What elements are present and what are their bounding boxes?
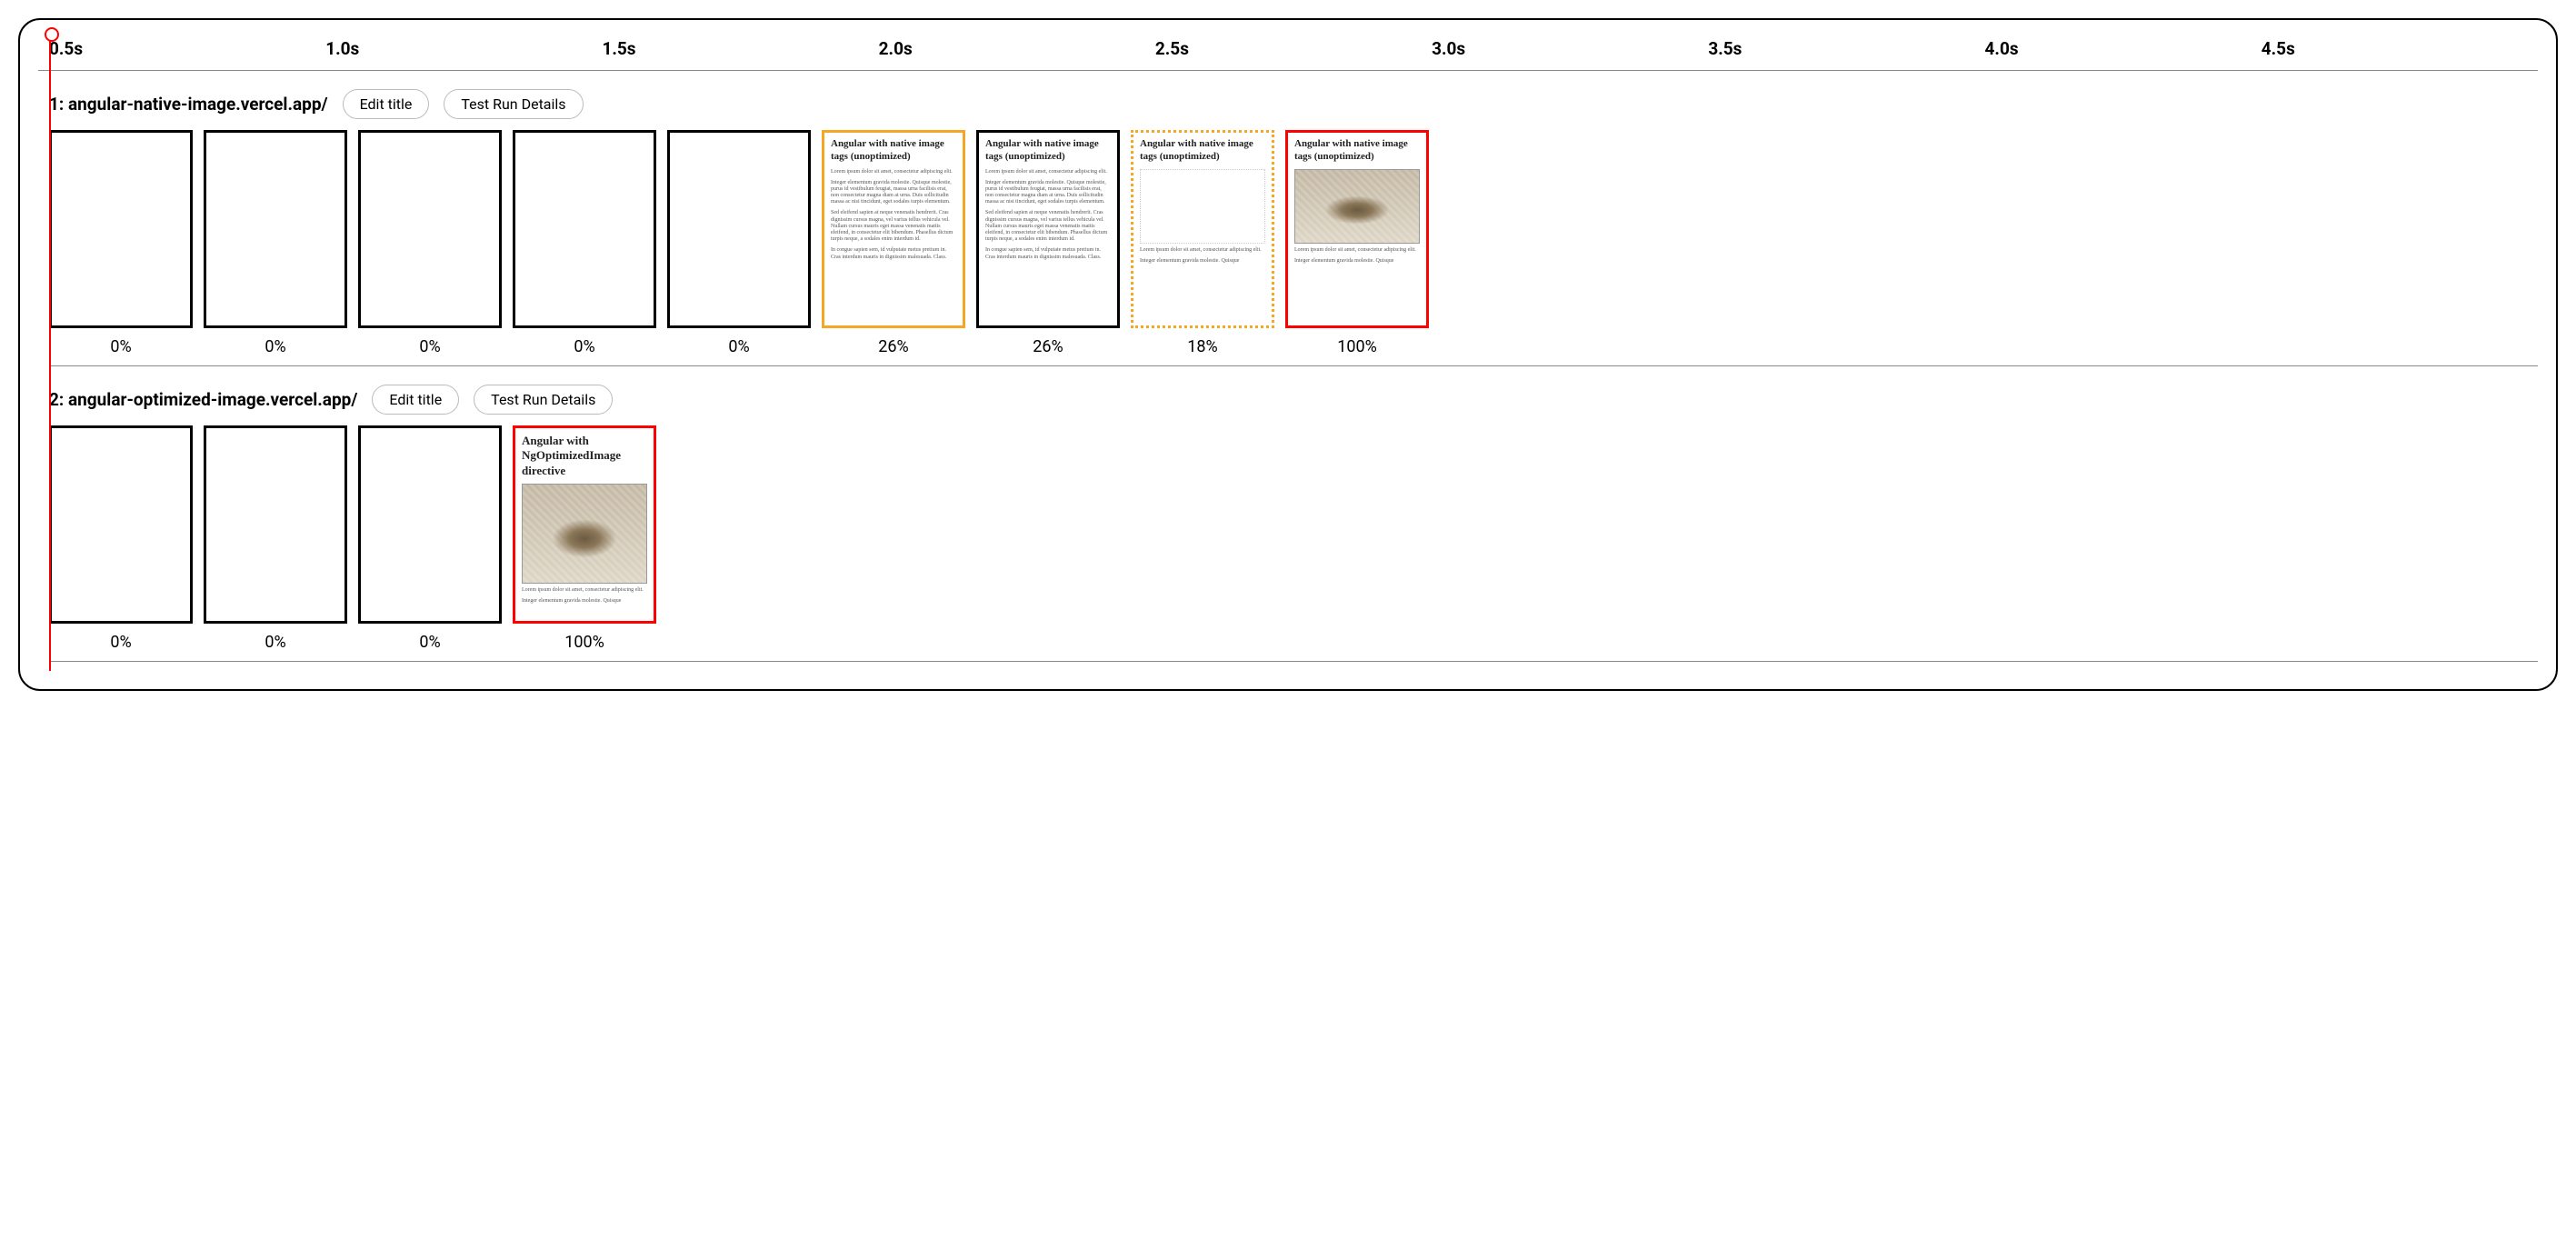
lorem-text: Lorem ipsum dolor sit amet, consectetur … xyxy=(522,587,647,594)
frame-content: Angular with native image tags (unoptimi… xyxy=(979,133,1117,271)
frame-col: Angular with native image tags (unoptimi… xyxy=(822,130,965,356)
lorem-text: Integer elementum gravida molestie. Quis… xyxy=(1140,258,1265,265)
visual-progress-pct: 0% xyxy=(358,337,502,356)
frame-col: Angular with native image tags (unoptimi… xyxy=(1131,130,1274,356)
frame-col: Angular with native image tags (unoptimi… xyxy=(976,130,1120,356)
lorem-text: Sed eleifend sapien at neque venenatis h… xyxy=(831,210,956,243)
frame-content: Angular with native image tags (unoptimi… xyxy=(824,133,963,271)
frames-row: 0% 0% 0% Angular with NgOptimizedImage d… xyxy=(49,425,2538,662)
time-tick: 3.5s xyxy=(1708,38,1984,59)
frame-thumbnail[interactable] xyxy=(204,130,347,328)
image-loading-placeholder xyxy=(1140,169,1265,244)
frame-col: 0% xyxy=(667,130,811,356)
run-header: 2: angular-optimized-image.vercel.app/ E… xyxy=(49,385,2538,415)
frames-row: 0% 0% 0% 0% 0% Angular xyxy=(49,130,2538,366)
visual-progress-pct: 0% xyxy=(204,633,347,652)
frame-thumbnail[interactable]: Angular with native image tags (unoptimi… xyxy=(822,130,965,328)
test-run-details-button[interactable]: Test Run Details xyxy=(474,385,613,415)
frame-thumbnail[interactable]: Angular with NgOptimizedImage directive … xyxy=(513,425,656,624)
frame-thumbnail[interactable]: Angular with native image tags (unoptimi… xyxy=(1285,130,1429,328)
visual-progress-pct: 26% xyxy=(822,337,965,356)
time-tick: 2.0s xyxy=(879,38,1155,59)
frame-col: Angular with native image tags (unoptimi… xyxy=(1285,130,1429,356)
lorem-text: Integer elementum gravida molestie. Quis… xyxy=(522,598,647,605)
time-tick: 0.5s xyxy=(49,38,325,59)
visual-progress-pct: 0% xyxy=(49,337,193,356)
run-header: 1: angular-native-image.vercel.app/ Edit… xyxy=(49,89,2538,119)
visual-progress-pct: 26% xyxy=(976,337,1120,356)
frame-page-title: Angular with native image tags (unoptimi… xyxy=(831,138,956,164)
visual-progress-pct: 0% xyxy=(513,337,656,356)
run-block-1: 1: angular-native-image.vercel.app/ Edit… xyxy=(38,89,2538,366)
frame-content: Angular with native image tags (unoptimi… xyxy=(1288,133,1426,275)
frame-thumbnail[interactable] xyxy=(513,130,656,328)
time-tick: 2.5s xyxy=(1155,38,1432,59)
frame-col: 0% xyxy=(358,130,502,356)
cat-image xyxy=(1294,169,1420,244)
frame-thumbnail[interactable]: Angular with native image tags (unoptimi… xyxy=(1131,130,1274,328)
test-run-details-button[interactable]: Test Run Details xyxy=(444,89,583,119)
cat-image xyxy=(522,484,647,584)
lorem-text: Lorem ipsum dolor sit amet, consectetur … xyxy=(831,169,956,175)
frame-thumbnail[interactable]: Angular with native image tags (unoptimi… xyxy=(976,130,1120,328)
frame-page-title: Angular with native image tags (unoptimi… xyxy=(1294,138,1420,164)
frame-col: 0% xyxy=(204,130,347,356)
frame-thumbnail[interactable] xyxy=(49,425,193,624)
time-tick: 1.5s xyxy=(602,38,878,59)
lorem-text: In congue sapien sem, id vulputate metus… xyxy=(831,247,956,260)
frame-thumbnail[interactable] xyxy=(358,130,502,328)
run-block-2: 2: angular-optimized-image.vercel.app/ E… xyxy=(38,385,2538,662)
time-tick: 4.0s xyxy=(1985,38,2261,59)
frame-thumbnail[interactable] xyxy=(204,425,347,624)
visual-progress-pct: 0% xyxy=(204,337,347,356)
frame-content: Angular with NgOptimizedImage directive … xyxy=(515,428,654,615)
visual-progress-pct: 18% xyxy=(1131,337,1274,356)
lorem-text: Lorem ipsum dolor sit amet, consectetur … xyxy=(1140,247,1265,254)
frame-col: 0% xyxy=(204,425,347,652)
time-tick: 4.5s xyxy=(2261,38,2538,59)
frame-content: Angular with native image tags (unoptimi… xyxy=(1133,133,1272,275)
lorem-text: Integer elementum gravida molestie. Quis… xyxy=(831,180,956,206)
time-tick: 3.0s xyxy=(1432,38,1708,59)
frame-page-title: Angular with native image tags (unoptimi… xyxy=(1140,138,1265,164)
time-axis: 0.5s 1.0s 1.5s 2.0s 2.5s 3.0s 3.5s 4.0s … xyxy=(38,20,2538,71)
lorem-text: Integer elementum gravida molestie. Quis… xyxy=(985,180,1111,206)
frame-col: 0% xyxy=(513,130,656,356)
lorem-text: Lorem ipsum dolor sit amet, consectetur … xyxy=(1294,247,1420,254)
frame-page-title: Angular with NgOptimizedImage directive xyxy=(522,434,647,478)
edit-title-button[interactable]: Edit title xyxy=(343,89,430,119)
frame-thumbnail[interactable] xyxy=(667,130,811,328)
lorem-text: Lorem ipsum dolor sit amet, consectetur … xyxy=(985,169,1111,175)
time-tick: 1.0s xyxy=(325,38,602,59)
frame-col: Angular with NgOptimizedImage directive … xyxy=(513,425,656,652)
filmstrip-panel: 0.5s 1.0s 1.5s 2.0s 2.5s 3.0s 3.5s 4.0s … xyxy=(18,18,2558,691)
frame-col: 0% xyxy=(49,130,193,356)
visual-progress-pct: 0% xyxy=(667,337,811,356)
frame-page-title: Angular with native image tags (unoptimi… xyxy=(985,138,1111,164)
lorem-text: Integer elementum gravida molestie. Quis… xyxy=(1294,258,1420,265)
edit-title-button[interactable]: Edit title xyxy=(372,385,459,415)
visual-progress-pct: 100% xyxy=(1285,337,1429,356)
visual-progress-pct: 0% xyxy=(358,633,502,652)
visual-progress-pct: 0% xyxy=(49,633,193,652)
lorem-text: Sed eleifend sapien at neque venenatis h… xyxy=(985,210,1111,243)
run-title: 1: angular-native-image.vercel.app/ xyxy=(49,94,328,115)
visual-progress-pct: 100% xyxy=(513,633,656,652)
frame-thumbnail[interactable] xyxy=(49,130,193,328)
frame-col: 0% xyxy=(49,425,193,652)
lorem-text: In congue sapien sem, id vulputate metus… xyxy=(985,247,1111,260)
playhead-marker[interactable] xyxy=(49,33,51,671)
frame-thumbnail[interactable] xyxy=(358,425,502,624)
run-title: 2: angular-optimized-image.vercel.app/ xyxy=(49,389,357,410)
frame-col: 0% xyxy=(358,425,502,652)
